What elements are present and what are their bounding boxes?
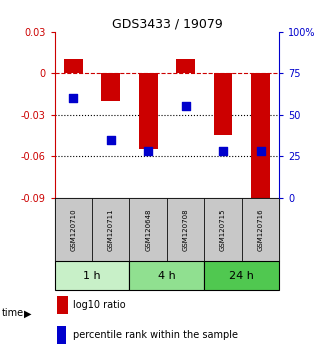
Bar [129,198,167,261]
Bar [57,296,68,314]
Bar [101,73,120,101]
Point [183,104,188,109]
Bar [139,73,158,149]
Text: GSM120710: GSM120710 [70,208,76,251]
Point [146,148,151,154]
Text: 24 h: 24 h [230,270,254,281]
Text: GSM120711: GSM120711 [108,208,114,251]
Text: 4 h: 4 h [158,270,176,281]
Bar [64,59,83,73]
Text: 1 h: 1 h [83,270,101,281]
Title: GDS3433 / 19079: GDS3433 / 19079 [111,18,222,31]
Bar [204,261,279,290]
Bar [167,198,204,261]
Bar [204,198,242,261]
Text: GSM120708: GSM120708 [183,208,189,251]
Text: GSM120715: GSM120715 [220,208,226,251]
Bar [57,326,66,344]
Text: GSM120648: GSM120648 [145,208,151,251]
Bar [251,73,270,198]
Bar [214,73,232,136]
Bar [242,198,279,261]
Bar [176,59,195,73]
Bar [55,261,129,290]
Text: percentile rank within the sample: percentile rank within the sample [73,330,238,340]
Bar [55,198,92,261]
Text: log10 ratio: log10 ratio [73,300,125,310]
Point [108,137,113,142]
Text: GSM120716: GSM120716 [257,208,264,251]
Point [71,95,76,101]
Bar [92,198,129,261]
Point [221,148,226,154]
Text: time: time [2,308,24,318]
Text: ▶: ▶ [24,308,31,318]
Point [258,148,263,154]
Bar [129,261,204,290]
